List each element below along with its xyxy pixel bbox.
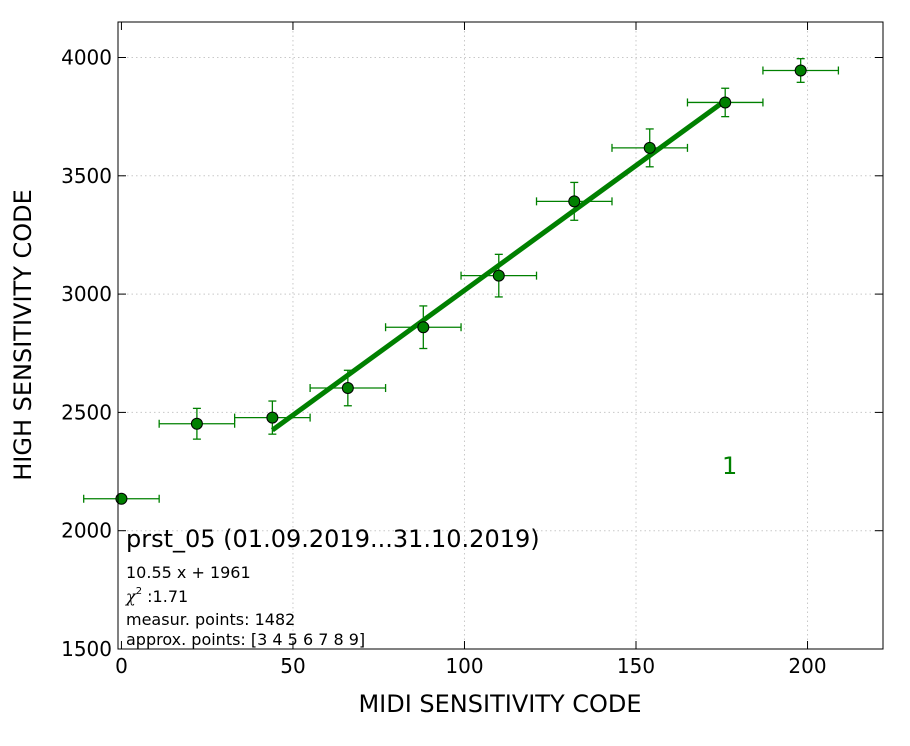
data-point-group	[686, 87, 764, 118]
y-tick-label: 4000	[61, 45, 112, 69]
chi-value: :1.71	[142, 587, 188, 606]
axis-ticks: 0 50 100 150 200 1500 2000 2500 3000 3500 4000	[61, 22, 883, 678]
y-axis-label: HIGH SENSITIVITY CODE	[9, 189, 37, 481]
data-point	[794, 64, 807, 77]
plot-frame	[117, 21, 884, 650]
data-point	[417, 321, 430, 334]
x-axis-label: MIDI SENSITIVITY CODE	[358, 690, 641, 718]
x-tick-label: 50	[280, 654, 305, 678]
y-tick-label: 2000	[61, 519, 112, 543]
data-point	[115, 492, 128, 505]
data-point	[341, 382, 354, 395]
data-point	[568, 195, 581, 208]
x-tick-label: 0	[115, 654, 128, 678]
data-point-group	[309, 369, 387, 407]
data-point	[643, 141, 656, 154]
data-point-group	[384, 305, 462, 350]
data-point	[719, 96, 732, 109]
chi-symbol: χ	[125, 587, 137, 606]
y-tick-label: 3000	[61, 282, 112, 306]
data-point	[266, 411, 279, 424]
data-point-group	[158, 407, 236, 440]
data-point-group	[460, 253, 538, 298]
data-point	[190, 417, 203, 430]
y-tick-label: 1500	[61, 637, 112, 661]
annotation-block: prst_05 (01.09.2019...31.10.2019) 10.55 …	[125, 525, 540, 649]
x-tick-label: 200	[788, 654, 826, 678]
data-point-group	[535, 181, 613, 221]
series-number-label: 1	[722, 452, 737, 480]
y-tick-label: 2500	[61, 400, 112, 424]
annotation-chi-square: χ2 :1.71	[125, 586, 188, 606]
x-tick-label: 100	[445, 654, 483, 678]
annotation-measured-points: measur. points: 1482	[126, 610, 295, 629]
data-point-group	[611, 128, 689, 168]
grid	[118, 22, 883, 649]
x-tick-label: 150	[617, 654, 655, 678]
annotation-equation: 10.55 x + 1961	[126, 563, 251, 582]
data-point-group	[762, 58, 840, 83]
chi-exponent: 2	[136, 586, 142, 597]
data-points	[83, 58, 840, 505]
data-point	[492, 269, 505, 282]
data-point-group	[233, 400, 311, 435]
data-point-group	[83, 492, 160, 505]
y-tick-label: 3500	[61, 164, 112, 188]
annotation-approx-points: approx. points: [3 4 5 6 7 8 9]	[126, 630, 365, 649]
annotation-title: prst_05 (01.09.2019...31.10.2019)	[126, 525, 540, 553]
